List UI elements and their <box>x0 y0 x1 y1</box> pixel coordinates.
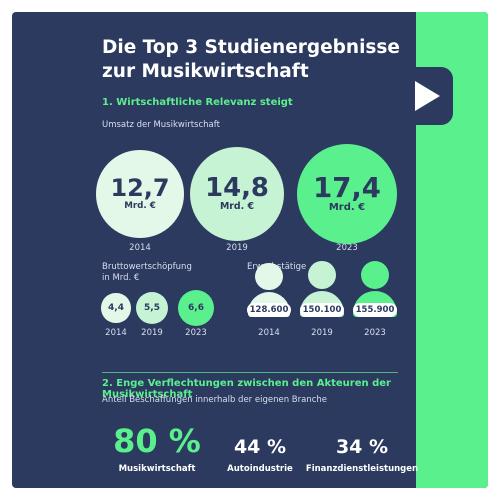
section-2-heading: 2. Enge Verflechtungen zwischen den Akte… <box>102 378 391 400</box>
umsatz-value: 17,4 <box>313 171 381 204</box>
bws-value: 5,5 <box>135 291 169 325</box>
bws-year: 2014 <box>105 328 127 338</box>
share-label: Finanzdienstleistungen <box>305 464 419 474</box>
umsatz-bubble: 17,4 Mrd. € <box>297 144 397 244</box>
erwerb-year: 2019 <box>311 328 333 338</box>
umsatz-unit: Mrd. € <box>124 200 156 211</box>
section-divider <box>102 372 398 373</box>
section-1-heading: 1. Wirtschaftliche Relevanz steigt <box>102 97 293 108</box>
erwerb-value: 128.600 <box>247 303 291 317</box>
umsatz-bubble: 14,8 Mrd. € <box>189 146 285 242</box>
umsatz-unit: Mrd. € <box>219 201 255 213</box>
umsatz-year: 2019 <box>226 243 248 253</box>
infographic-panel: Die Top 3 Studienergebnisse zur Musikwir… <box>12 12 488 488</box>
umsatz-value: 14,8 <box>205 172 269 203</box>
erwerb-year: 2023 <box>364 328 386 338</box>
person-head-icon <box>255 262 283 290</box>
share-value: 34 % <box>335 436 389 458</box>
share-value: 44 % <box>233 436 287 458</box>
person-head-icon <box>308 261 336 290</box>
play-icon <box>415 81 440 111</box>
umsatz-unit: Mrd. € <box>328 202 366 214</box>
bws-value: 4,4 <box>101 293 131 323</box>
bws-value: 6,6 <box>178 290 214 326</box>
umsatz-year: 2014 <box>129 243 151 253</box>
bws-label: Bruttowertschöpfung in Mrd. € <box>102 262 192 283</box>
erwerb-value: 150.100 <box>300 303 344 317</box>
person-head-icon <box>361 261 389 289</box>
umsatz-label: Umsatz der Musikwirtschaft <box>102 120 220 130</box>
share-label: Autoindustrie <box>227 464 293 474</box>
section-2-subtitle: Anteil Beschaffungen innerhalb der eigen… <box>102 395 328 405</box>
erwerb-value: 155.900 <box>353 303 397 317</box>
share-value: 80 % <box>113 422 201 460</box>
play-button[interactable] <box>395 67 453 125</box>
erwerb-year: 2014 <box>258 328 280 338</box>
bws-year: 2023 <box>185 328 207 338</box>
bws-year: 2019 <box>141 328 163 338</box>
umsatz-bubble: 12,7 Mrd. € <box>96 150 184 238</box>
umsatz-year: 2023 <box>336 243 358 253</box>
umsatz-value: 12,7 <box>110 174 170 202</box>
share-label: Musikwirtschaft <box>118 464 196 474</box>
page-title: Die Top 3 Studienergebnisse zur Musikwir… <box>102 37 400 82</box>
